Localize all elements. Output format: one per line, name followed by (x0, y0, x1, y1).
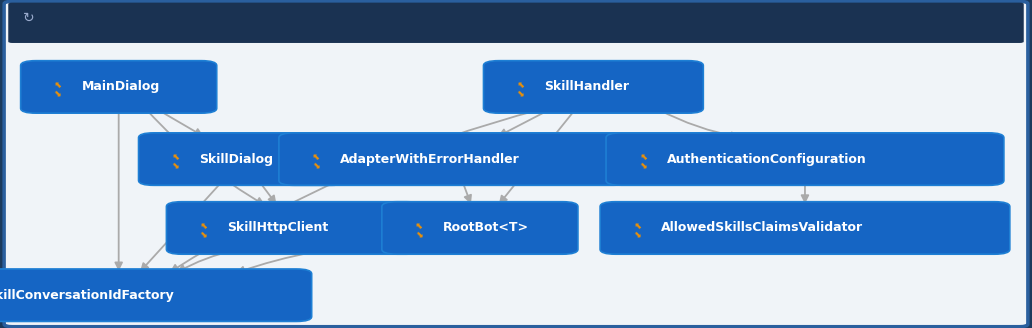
Text: SkillDialog: SkillDialog (199, 153, 273, 166)
Text: ⬆: ⬆ (198, 219, 211, 231)
Text: ⬇: ⬇ (170, 160, 183, 172)
Text: ⬆: ⬆ (516, 78, 527, 90)
Text: ⬆: ⬆ (311, 151, 323, 162)
Text: ⬇: ⬇ (633, 229, 644, 240)
FancyBboxPatch shape (606, 133, 1004, 185)
Text: ⬆: ⬆ (638, 151, 650, 162)
FancyBboxPatch shape (21, 61, 217, 113)
Text: AllowedSkillsClaimsValidator: AllowedSkillsClaimsValidator (662, 221, 863, 235)
Text: ↻: ↻ (23, 11, 35, 25)
Text: AdapterWithErrorHandler: AdapterWithErrorHandler (340, 153, 519, 166)
Text: ⬇: ⬇ (311, 160, 323, 172)
Text: ⬇: ⬇ (414, 229, 426, 240)
FancyBboxPatch shape (0, 269, 312, 321)
Text: SkillConversationIdFactory: SkillConversationIdFactory (0, 289, 174, 302)
Text: ⬆: ⬆ (414, 219, 426, 231)
Text: SkillHttpClient: SkillHttpClient (227, 221, 328, 235)
Text: RootBot<T>: RootBot<T> (443, 221, 528, 235)
Text: SkillHandler: SkillHandler (545, 80, 630, 93)
FancyBboxPatch shape (382, 202, 578, 254)
Text: MainDialog: MainDialog (82, 80, 160, 93)
Text: ⬆: ⬆ (633, 219, 644, 231)
FancyBboxPatch shape (601, 202, 1009, 254)
Text: ⬇: ⬇ (198, 229, 211, 240)
Text: ⬆: ⬆ (170, 151, 183, 162)
Text: AuthenticationConfiguration: AuthenticationConfiguration (667, 153, 867, 166)
Text: ⬆: ⬆ (53, 78, 65, 90)
FancyBboxPatch shape (483, 61, 703, 113)
Text: ⬇: ⬇ (638, 160, 650, 172)
FancyBboxPatch shape (166, 202, 422, 254)
Text: ⬇: ⬇ (516, 88, 527, 99)
FancyBboxPatch shape (8, 3, 1024, 43)
FancyBboxPatch shape (138, 133, 347, 185)
FancyBboxPatch shape (4, 1, 1028, 327)
FancyBboxPatch shape (279, 133, 630, 185)
Text: ⬇: ⬇ (53, 88, 65, 99)
